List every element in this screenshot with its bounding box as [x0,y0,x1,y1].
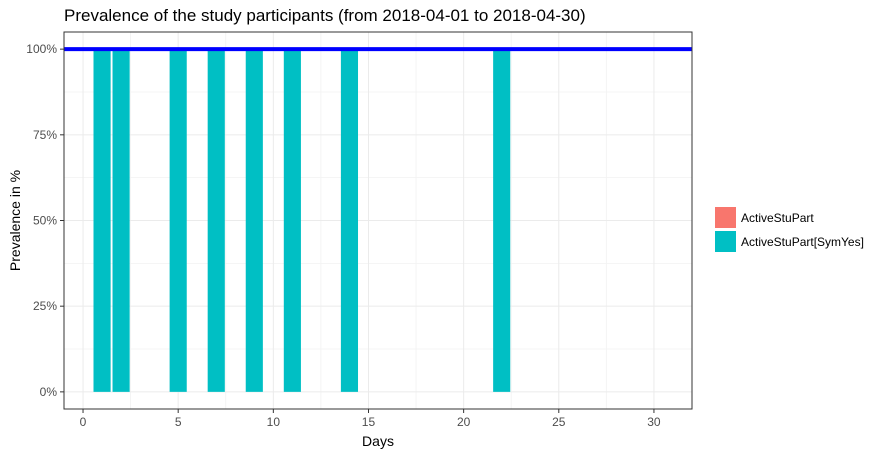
y-tick-label: 0% [40,385,58,399]
x-tick-label: 15 [362,415,376,429]
x-tick-label: 25 [552,415,566,429]
bar [340,49,359,392]
chart-title: Prevalence of the study participants (fr… [64,6,586,25]
x-tick-label: 20 [457,415,471,429]
bar [93,49,111,392]
legend-key [715,231,736,252]
y-tick-label: 75% [33,128,57,142]
legend-label: ActiveStuPart [741,211,814,225]
y-tick-label: 50% [33,214,57,228]
bar [112,49,130,392]
legend-key [715,207,736,228]
x-tick-label: 30 [647,415,661,429]
bar [245,49,263,392]
bar [207,49,225,392]
x-tick-label: 0 [80,415,87,429]
bar [493,49,511,392]
legend-label: ActiveStuPart[SymYes] [741,235,864,249]
x-axis-title: Days [362,433,394,449]
x-tick-label: 10 [267,415,281,429]
x-tick-label: 5 [175,415,182,429]
y-tick-label: 25% [33,299,57,313]
y-axis-title: Prevalence in % [7,170,23,271]
bar [283,49,301,392]
y-tick-label: 100% [26,42,57,56]
bar [169,49,187,392]
